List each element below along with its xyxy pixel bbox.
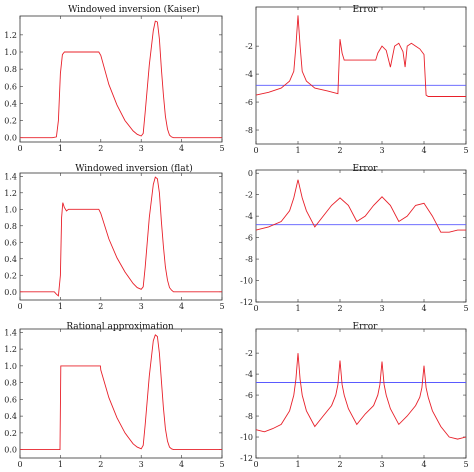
y-tick-label-rational: 1.2	[4, 345, 17, 354]
x-tick-label-flat: 0	[17, 302, 22, 311]
y-tick-label-flat: 1.0	[4, 205, 17, 214]
x-tick-label-error-1: 3	[379, 146, 384, 155]
x-tick-label-error-1: 4	[421, 146, 426, 155]
x-tick-label-rational: 1	[58, 460, 63, 469]
y-tick-label-error-2: -12	[240, 298, 253, 307]
y-tick-label-error-2: -6	[245, 234, 253, 243]
plot-frame-flat	[19, 172, 223, 301]
y-tick-label-kaiser: 1.2	[4, 31, 17, 40]
series-line-rational	[20, 334, 222, 451]
y-tick-label-flat: 0.0	[4, 288, 17, 297]
y-tick-label-error-3: -8	[245, 412, 253, 421]
y-tick-label-error-3: -6	[245, 391, 253, 400]
y-tick-label-error-3: -2	[245, 349, 253, 358]
y-tick-label-kaiser: 0.2	[4, 117, 17, 126]
x-tick-label-error-1: 5	[463, 146, 468, 155]
x-tick-label-kaiser: 5	[219, 144, 224, 153]
plot-frame-kaiser	[19, 15, 223, 143]
plot-frame-rational	[19, 328, 223, 459]
series-line-error-2	[255, 179, 466, 233]
y-tick-label-kaiser: 0.4	[4, 99, 17, 108]
x-tick-label-error-1: 2	[337, 146, 342, 155]
x-tick-label-flat: 4	[179, 302, 184, 311]
y-tick-label-kaiser: 0.8	[4, 65, 17, 74]
series-line-kaiser	[20, 20, 222, 139]
y-tick-label-rational: 0.6	[4, 395, 17, 404]
y-tick-label-rational: 0.4	[4, 412, 17, 421]
x-tick-label-flat: 5	[219, 302, 224, 311]
x-tick-label-kaiser: 0	[17, 144, 22, 153]
x-tick-label-error-3: 1	[295, 460, 300, 469]
y-tick-label-rational: 0.8	[4, 379, 17, 388]
x-tick-label-rational: 5	[219, 460, 224, 469]
x-tick-label-error-3: 0	[253, 460, 258, 469]
panel-title-error-1: Error	[353, 5, 379, 15]
y-tick-label-rational: 0.2	[4, 429, 17, 438]
y-tick-label-rational: 0.0	[4, 446, 17, 455]
x-tick-label-error-1: 0	[253, 146, 258, 155]
y-tick-label-error-2: 0	[248, 169, 253, 178]
x-tick-label-rational: 4	[179, 460, 184, 469]
x-tick-label-flat: 1	[58, 302, 63, 311]
x-tick-label-error-2: 1	[295, 304, 300, 313]
series-line-flat	[20, 176, 222, 297]
x-tick-label-error-2: 5	[463, 304, 468, 313]
plot-frame-error-1	[255, 6, 467, 145]
x-tick-label-error-2: 2	[337, 304, 342, 313]
y-tick-label-flat: 0.4	[4, 255, 17, 264]
x-tick-label-error-3: 4	[421, 460, 426, 469]
y-tick-label-error-1: -6	[245, 98, 253, 107]
y-tick-label-error-3: -10	[240, 433, 253, 442]
x-tick-label-rational: 3	[139, 460, 144, 469]
y-tick-label-error-3: -12	[240, 454, 253, 463]
y-tick-label-flat: 0.2	[4, 271, 17, 280]
y-tick-label-rational: 1.4	[4, 328, 17, 337]
x-tick-label-error-2: 3	[379, 304, 384, 313]
x-tick-label-rational: 0	[17, 460, 22, 469]
y-tick-label-rational: 1.0	[4, 362, 17, 371]
y-tick-label-kaiser: 0.6	[4, 82, 17, 91]
x-tick-label-rational: 2	[98, 460, 103, 469]
y-tick-label-error-3: -4	[245, 370, 253, 379]
x-tick-label-error-3: 5	[463, 460, 468, 469]
plot-frame-error-3	[255, 328, 467, 459]
y-tick-label-flat: 0.8	[4, 222, 17, 231]
panel-title-flat: Windowed inversion (flat)	[75, 163, 193, 174]
y-tick-label-error-1: -4	[245, 70, 253, 79]
x-tick-label-kaiser: 1	[58, 144, 63, 153]
y-tick-label-error-2: -4	[245, 212, 253, 221]
y-tick-label-kaiser: 0.0	[4, 134, 17, 143]
x-tick-label-kaiser: 3	[139, 144, 144, 153]
y-tick-label-error-2: -8	[245, 255, 253, 264]
y-tick-label-flat: 1.2	[4, 189, 17, 198]
y-tick-label-error-1: -2	[245, 42, 253, 51]
y-tick-label-error-2: -2	[245, 191, 253, 200]
x-tick-label-error-1: 1	[295, 146, 300, 155]
x-tick-label-flat: 2	[98, 302, 103, 311]
y-tick-label-kaiser: 1.0	[4, 48, 17, 57]
panel-title-error-3: Error	[353, 322, 379, 332]
x-tick-label-kaiser: 2	[98, 144, 103, 153]
y-tick-label-error-1: -8	[245, 126, 253, 135]
series-line-error-1	[255, 15, 466, 97]
series-line-error-3	[255, 353, 467, 440]
x-tick-label-error-3: 2	[337, 460, 342, 469]
x-tick-label-error-2: 4	[421, 304, 426, 313]
plot-frame-error-2	[255, 169, 467, 303]
x-tick-label-error-2: 0	[253, 304, 258, 313]
panel-title-error-2: Error	[353, 164, 379, 174]
y-tick-label-error-2: -10	[240, 277, 253, 286]
panel-title-kaiser: Windowed inversion (Kaiser)	[68, 4, 200, 15]
x-tick-label-error-3: 3	[379, 460, 384, 469]
panel-title-rational: Rational approximation	[66, 322, 174, 332]
y-tick-label-flat: 1.4	[4, 172, 17, 181]
x-tick-label-flat: 3	[139, 302, 144, 311]
y-tick-label-flat: 0.6	[4, 238, 17, 247]
x-tick-label-kaiser: 4	[179, 144, 184, 153]
